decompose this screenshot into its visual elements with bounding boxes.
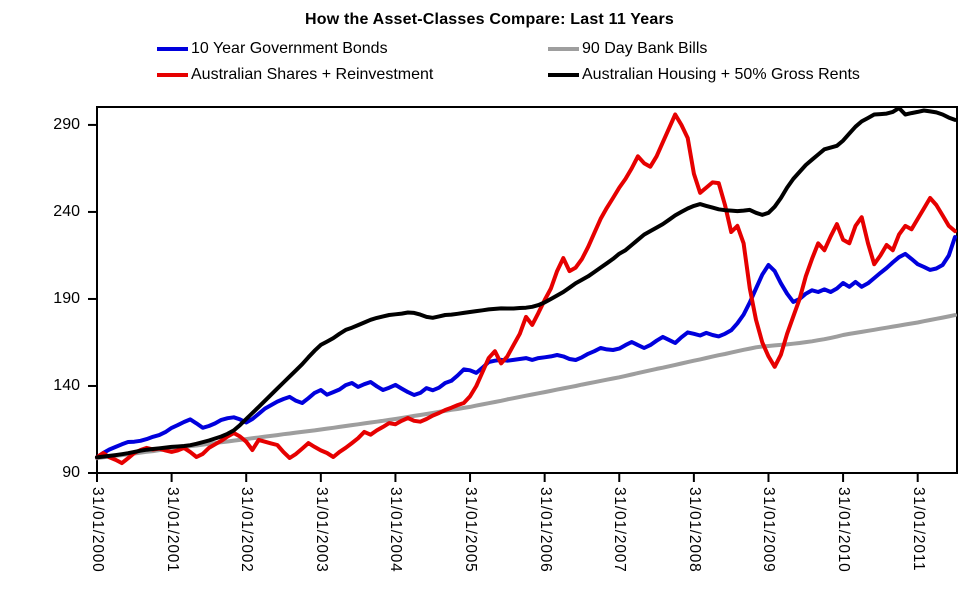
legend-label: 90 Day Bank Bills <box>582 40 708 57</box>
y-axis-label: 190 <box>53 289 80 307</box>
x-axis-label: 31/01/2003 <box>312 487 330 573</box>
x-axis-label: 31/01/2000 <box>89 487 106 573</box>
legend-label: Australian Housing + 50% Gross Rents <box>582 66 860 83</box>
plot-frame <box>96 106 958 474</box>
x-axis-label: 31/01/2009 <box>760 487 778 573</box>
bills-line-swatch <box>548 47 579 51</box>
legend-item-australian-shares: Australian Shares + Reinvestment <box>157 65 433 85</box>
legend-item-government-bonds: 10 Year Government Bonds <box>157 39 388 59</box>
y-axis-label: 140 <box>53 376 80 394</box>
x-axis-label: 31/01/2001 <box>163 487 181 573</box>
series-line-australian-shares-reinvestment <box>95 112 957 466</box>
y-axis-label: 290 <box>53 115 80 133</box>
x-axis-label: 31/01/2006 <box>536 487 554 573</box>
series-line-australian-housing-50-gross-rents <box>95 106 957 460</box>
legend-item-australian-housing: Australian Housing + 50% Gross Rents <box>548 65 860 85</box>
series-line-90-day-bank-bills <box>95 313 957 461</box>
x-axis-label: 31/01/2002 <box>238 487 256 573</box>
x-axis-label: 31/01/2005 <box>462 487 480 573</box>
x-axis-label: 31/01/2011 <box>909 487 927 572</box>
shares-line-swatch <box>157 73 188 77</box>
bonds-line-swatch <box>157 47 188 51</box>
chart-title: How the Asset-Classes Compare: Last 11 Y… <box>305 11 674 28</box>
x-axis-label: 31/01/2007 <box>611 487 629 573</box>
legend-item-bank-bills: 90 Day Bank Bills <box>548 39 707 59</box>
x-axis-label: 31/01/2004 <box>387 487 405 573</box>
x-axis-label: 31/01/2010 <box>835 487 853 573</box>
housing-line-swatch <box>548 73 579 77</box>
y-axis-label: 240 <box>53 202 80 220</box>
y-axis-label: 90 <box>62 464 80 481</box>
x-axis-label: 31/01/2008 <box>685 487 703 573</box>
legend-label: 10 Year Government Bonds <box>191 40 388 57</box>
series-line-10-year-government-bonds <box>95 235 957 460</box>
legend-label: Australian Shares + Reinvestment <box>191 66 434 83</box>
